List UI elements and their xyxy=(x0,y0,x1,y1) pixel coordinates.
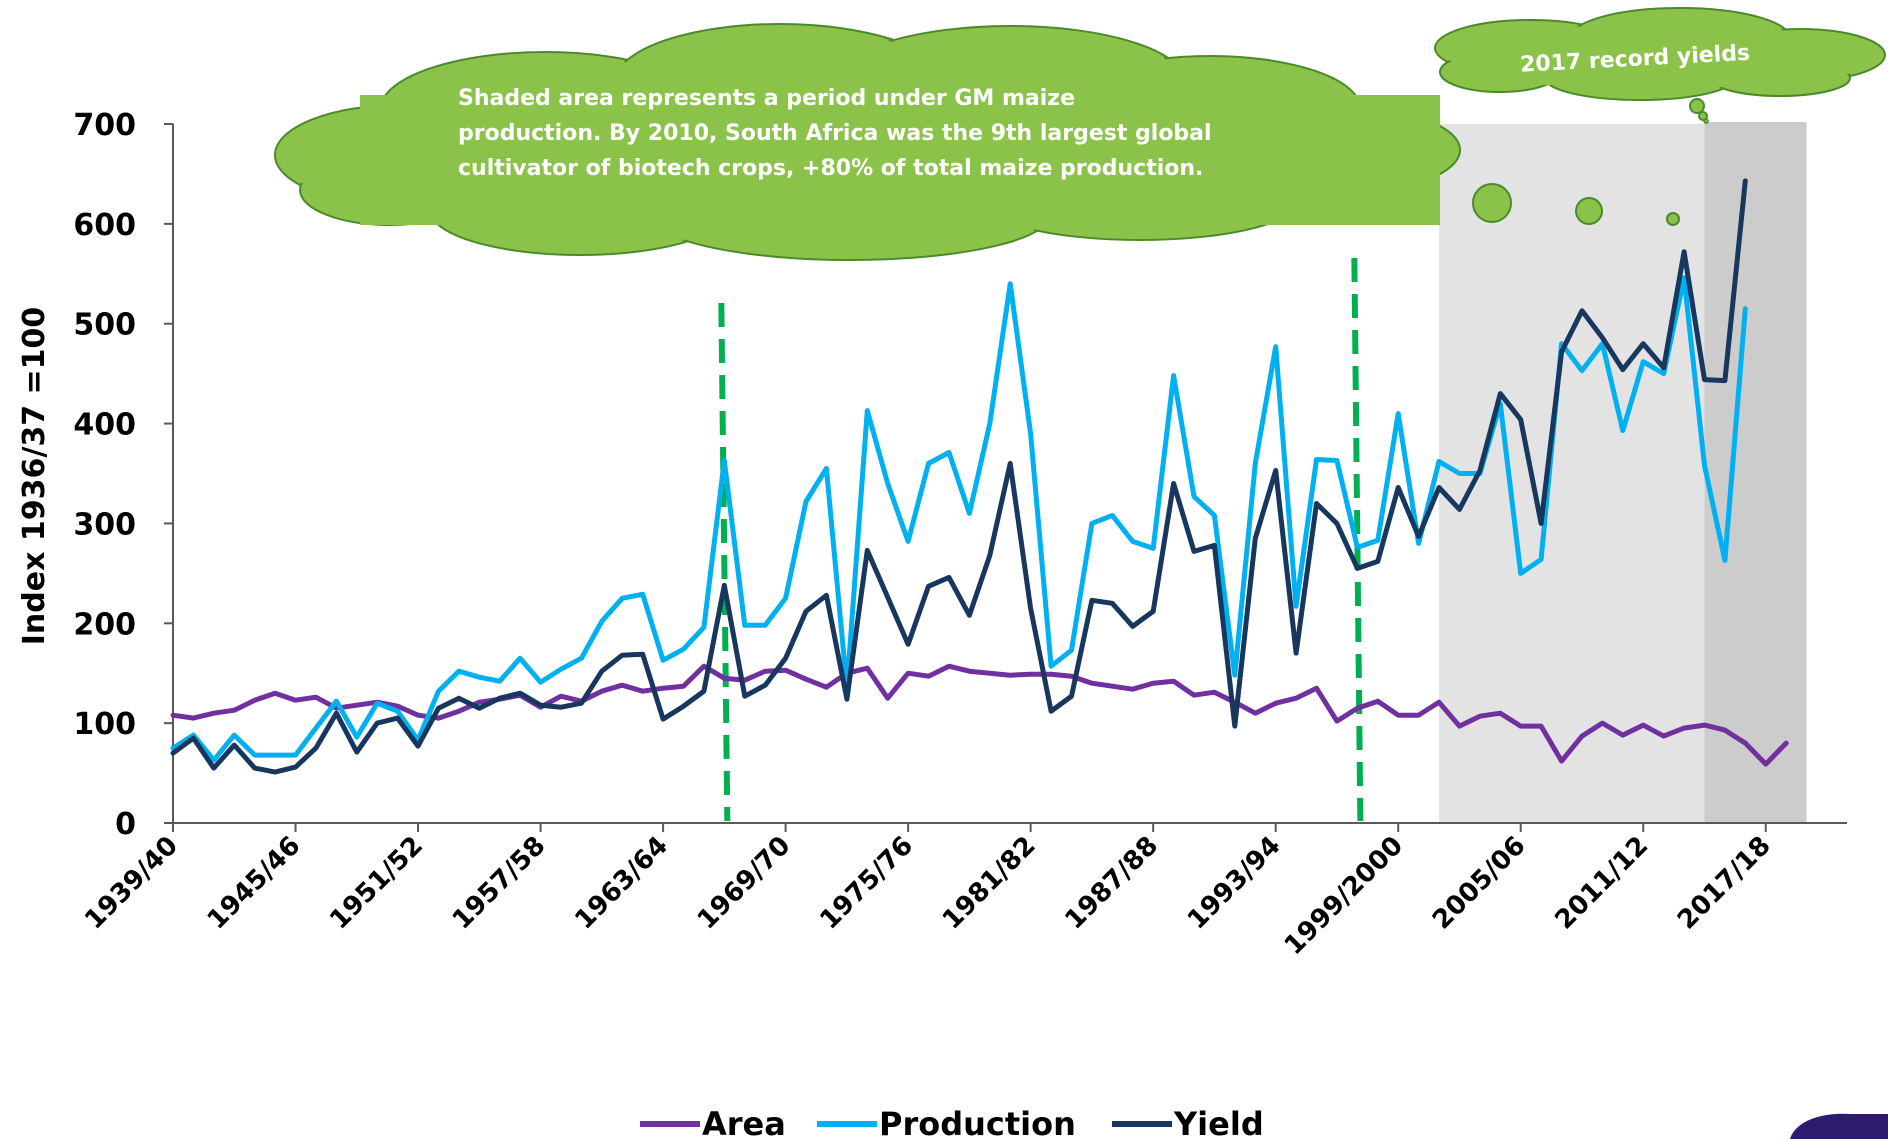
period-marker-line xyxy=(718,302,731,822)
y-tick-label: 0 xyxy=(115,807,136,842)
x-tick-label: 1969/70 xyxy=(692,831,797,936)
x-tick-label: 1963/64 xyxy=(569,831,674,936)
x-tick-label: 2011/12 xyxy=(1550,831,1655,936)
x-tick-label: 1999/2000 xyxy=(1279,831,1409,961)
y-tick-label: 100 xyxy=(73,707,136,742)
gm-cloud-line-1: Shaded area represents a period under GM… xyxy=(458,86,1075,111)
x-tick-label: 1981/82 xyxy=(937,831,1042,936)
x-tick-label: 1945/46 xyxy=(202,831,307,936)
series-line-area xyxy=(170,663,1789,767)
x-tick-label: 1987/88 xyxy=(1059,831,1164,936)
legend-label-area: Area xyxy=(702,1105,786,1139)
x-tick-label: 1957/58 xyxy=(447,831,552,936)
gm-cloud-line-3: cultivator of biotech crops, +80% of tot… xyxy=(458,156,1203,181)
x-tick-label: 1951/52 xyxy=(324,831,429,936)
y-tick-label: 200 xyxy=(73,607,136,642)
x-tick-label: 1993/94 xyxy=(1182,831,1287,936)
gm-annotation-cloud: Shaded area represents a period under GM… xyxy=(274,23,1461,261)
y-axis-title: Index 1936/37 =100 xyxy=(17,307,52,646)
series-line-yield xyxy=(170,178,1748,775)
gm-period-shade xyxy=(1439,124,1705,823)
recent-period-shade xyxy=(1704,122,1807,823)
series-lines xyxy=(170,178,1789,775)
legend-label-yield: Yield xyxy=(1173,1105,1264,1139)
period-marker-line xyxy=(1351,257,1364,822)
x-tick-label: 1975/76 xyxy=(814,831,919,936)
period-markers xyxy=(718,257,1364,822)
x-tick-label: 2017/18 xyxy=(1672,831,1777,936)
y-tick-label: 500 xyxy=(73,308,136,343)
logo-fragment xyxy=(1790,1113,1888,1139)
record-yields-cloud: 2017 record yields xyxy=(1434,7,1886,226)
shaded-regions xyxy=(1439,122,1807,823)
x-tick-label: 2005/06 xyxy=(1427,831,1532,936)
axes xyxy=(172,124,1847,824)
x-ticks: 1939/40 1945/46 1951/52 1957/58 1963/64 1969/… xyxy=(79,823,1777,961)
legend-label-production: Production xyxy=(879,1105,1076,1139)
x-tick-label: 1939/40 xyxy=(79,831,184,936)
y-tick-label: 600 xyxy=(73,208,136,243)
y-ticks: 0 100 200 300 400 500 600 700 xyxy=(73,108,173,842)
y-tick-label: 400 xyxy=(73,408,136,443)
gm-cloud-line-2: production. By 2010, South Africa was th… xyxy=(458,121,1212,146)
y-tick-label: 300 xyxy=(73,507,136,542)
legend: Area Production Yield xyxy=(640,1105,1264,1139)
y-tick-label: 700 xyxy=(73,108,136,143)
